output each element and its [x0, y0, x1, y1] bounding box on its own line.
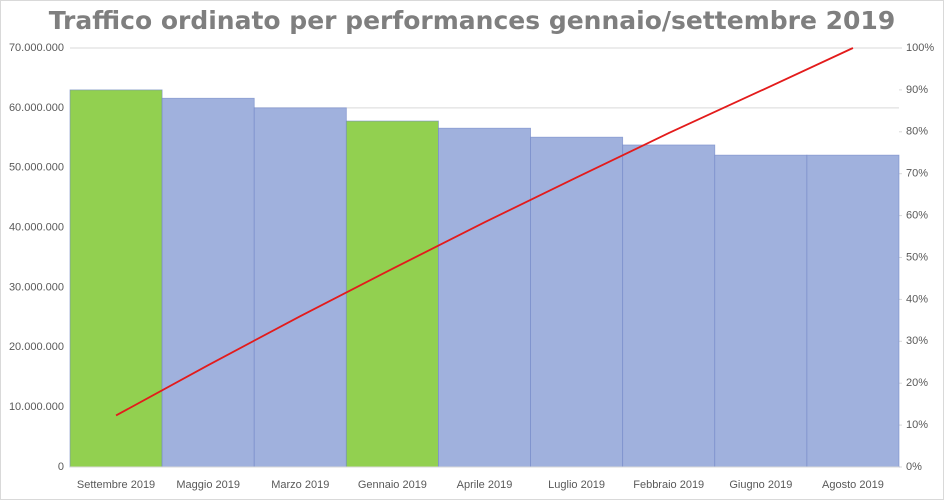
y2-tick-label: 90%: [906, 84, 928, 96]
y2-tick-label: 50%: [906, 251, 928, 263]
bar: [253, 107, 347, 468]
bar: [714, 154, 808, 468]
x-tick-label: Marzo 2019: [271, 479, 329, 491]
y-tick-label: 50.000.000: [9, 162, 64, 174]
bar: [438, 127, 531, 468]
x-tick-label: Aprile 2019: [457, 479, 513, 491]
x-tick-label: Maggio 2019: [176, 479, 240, 491]
x-tick-label: Agosto 2019: [822, 479, 884, 491]
bar: [530, 136, 624, 468]
y-tick-label: 20.000.000: [9, 341, 64, 353]
y-tick-label: 40.000.000: [9, 221, 64, 233]
y2-tick-label: 20%: [906, 377, 928, 389]
x-tick-label: Gennaio 2019: [358, 479, 427, 491]
y-tick-label: 30.000.000: [9, 281, 64, 293]
y-tick-label: 60.000.000: [9, 102, 64, 114]
pareto-line: [115, 47, 854, 417]
y2-tick-label: 0%: [906, 461, 922, 473]
y2-tick-label: 10%: [906, 419, 928, 431]
y-tick-label: 70.000.000: [9, 42, 64, 54]
y2-tick-label: 40%: [906, 293, 928, 305]
bar: [622, 144, 716, 468]
x-tick-label: Luglio 2019: [548, 479, 605, 491]
y2-tick-label: 70%: [906, 168, 928, 180]
x-tick-label: Giugno 2019: [729, 479, 792, 491]
y2-tick-label: 30%: [906, 335, 928, 347]
y-tick-label: 10.000.000: [9, 401, 64, 413]
y2-tick-label: 80%: [906, 126, 928, 138]
bar: [69, 89, 163, 468]
bar: [161, 97, 255, 468]
bar: [345, 120, 439, 468]
bar: [806, 154, 900, 468]
x-tick-label: Febbraio 2019: [633, 479, 704, 491]
y2-tick-label: 60%: [906, 210, 928, 222]
y-tick-label: 0: [58, 461, 64, 473]
chart-title: Traffico ordinato per performances genna…: [49, 6, 895, 35]
x-tick-label: Settembre 2019: [77, 479, 155, 491]
y2-tick-label: 100%: [906, 42, 934, 54]
